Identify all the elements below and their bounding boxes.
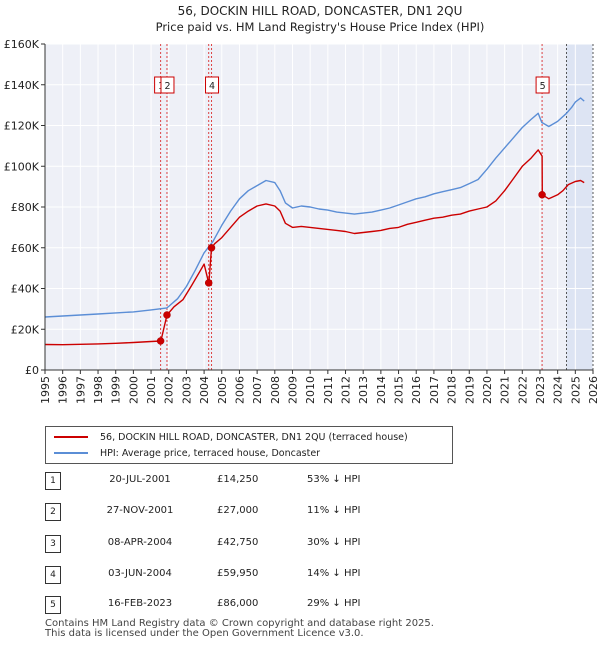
x-tick-label: 2025 [569,376,582,404]
x-tick-label: 2024 [552,376,565,404]
chart-legend: 56, DOCKIN HILL ROAD, DONCASTER, DN1 2QU… [45,426,453,464]
transaction-number-badge: 2 [45,503,61,521]
transaction-date: 03-JUN-2004 [108,568,172,579]
x-tick-label: 2001 [145,376,158,404]
transaction-2-point [163,311,171,319]
transaction-number-badge: 5 [45,596,61,614]
x-tick-label: 2000 [127,376,140,404]
chart-subtitle: Price paid vs. HM Land Registry's House … [156,20,485,34]
y-tick-label: £40K [11,283,40,296]
transaction-date: 27-NOV-2001 [106,505,174,516]
licence-line: This data is licensed under the Open Gov… [45,628,364,639]
y-tick-label: £100K [4,160,40,173]
table-row: 2 27-NOV-2001 £27,000 11% ↓ HPI [45,503,445,523]
chart-marker-label: 2 [164,81,170,92]
transaction-hpi-diff: 53% ↓ HPI [307,474,361,485]
chart-marker-box [535,76,550,94]
y-tick-label: £140K [4,79,40,92]
transaction-1-point [156,337,165,345]
transaction-price: £59,950 [217,568,259,579]
hpi-line-swatch [54,452,88,454]
chart-title: 56, DOCKIN HILL ROAD, DONCASTER, DN1 2QU [178,4,463,18]
y-tick-label: £80K [11,201,40,214]
x-tick-label: 2017 [428,376,441,404]
table-row: 5 16-FEB-2023 £86,000 29% ↓ HPI [45,596,445,616]
x-tick-label: 2012 [340,376,353,404]
x-tick-label: 1995 [39,376,52,404]
x-tick-label: 2013 [357,376,370,404]
y-tick-label: £20K [11,323,40,336]
transaction-price: £42,750 [217,537,259,548]
chart-marker-box [160,76,175,94]
transaction-price: £14,250 [217,474,259,485]
x-tick-label: 2022 [516,376,529,404]
x-tick-label: 1996 [57,376,70,404]
x-tick-label: 2009 [286,376,299,404]
copyright-line: Contains HM Land Registry data © Crown c… [45,618,434,629]
chart-marker-2: 2 [160,76,175,94]
x-tick-label: 2002 [163,376,176,404]
x-tick-label: 2011 [322,376,335,404]
transaction-number-badge: 4 [45,566,61,584]
y-tick-label: £0 [25,364,39,377]
x-tick-label: 2007 [251,376,264,404]
x-tick-label: 2003 [180,376,193,404]
table-row: 3 08-APR-2004 £42,750 30% ↓ HPI [45,535,445,555]
x-tick-label: 2016 [410,376,423,404]
transaction-4-point [207,244,216,252]
chart-marker-box [205,76,220,94]
x-tick-label: 2005 [216,376,229,404]
x-tick-label: 2006 [233,376,246,404]
price-chart: 56, DOCKIN HILL ROAD, DONCASTER, DN1 2QU… [4,4,600,404]
legend-item-hpi: HPI: Average price, terraced house, Donc… [54,445,320,461]
x-tick-label: 2018 [446,376,459,404]
transaction-hpi-diff: 29% ↓ HPI [307,598,361,609]
chart-marker-5: 5 [535,76,550,94]
legend-property-label: 56, DOCKIN HILL ROAD, DONCASTER, DN1 2QU… [100,431,408,443]
transaction-date: 08-APR-2004 [107,537,173,548]
x-tick-label: 1997 [74,376,87,404]
transaction-3-point [204,279,213,287]
x-tick-label: 2015 [393,376,406,404]
table-row: 4 03-JUN-2004 £59,950 14% ↓ HPI [45,566,445,586]
property-series-line [44,149,585,346]
y-tick-label: £60K [11,242,40,255]
x-tick-label: 2004 [198,376,211,404]
x-tick-label: 2010 [304,376,317,404]
x-tick-label: 2021 [499,376,512,404]
property-line-swatch [54,436,88,438]
x-tick-label: 2014 [375,376,388,404]
transaction-hpi-diff: 11% ↓ HPI [307,505,361,516]
legend-hpi-label: HPI: Average price, terraced house, Donc… [100,447,321,459]
chart-marker-label: 5 [540,81,546,92]
x-tick-label: 1999 [110,376,123,404]
y-tick-label: £120K [4,120,40,133]
chart-marker-label: 4 [209,81,215,92]
transaction-date: 16-FEB-2023 [107,598,173,609]
transaction-5-point [538,191,546,199]
x-tick-label: 2023 [534,376,547,404]
y-tick-label: £160K [4,38,40,51]
x-tick-label: 1998 [92,376,105,404]
transaction-price: £27,000 [217,505,259,516]
transaction-price: £86,000 [217,598,259,609]
x-tick-label: 2019 [463,376,476,404]
transaction-number-badge: 3 [45,535,61,553]
x-tick-label: 2008 [269,376,282,404]
transaction-hpi-diff: 14% ↓ HPI [307,568,361,579]
chart-marker-4: 4 [205,76,220,94]
x-tick-label: 2026 [587,376,600,404]
x-tick-label: 2020 [481,376,494,404]
table-row: 1 20-JUL-2001 £14,250 53% ↓ HPI [45,472,445,492]
transaction-number-badge: 1 [45,472,61,490]
hpi-series-line [44,97,585,318]
transaction-date: 20-JUL-2001 [109,474,171,485]
attribution-footer: Contains HM Land Registry data © Crown c… [45,619,434,639]
legend-item-property: 56, DOCKIN HILL ROAD, DONCASTER, DN1 2QU… [54,429,408,445]
transaction-hpi-diff: 30% ↓ HPI [307,537,361,548]
